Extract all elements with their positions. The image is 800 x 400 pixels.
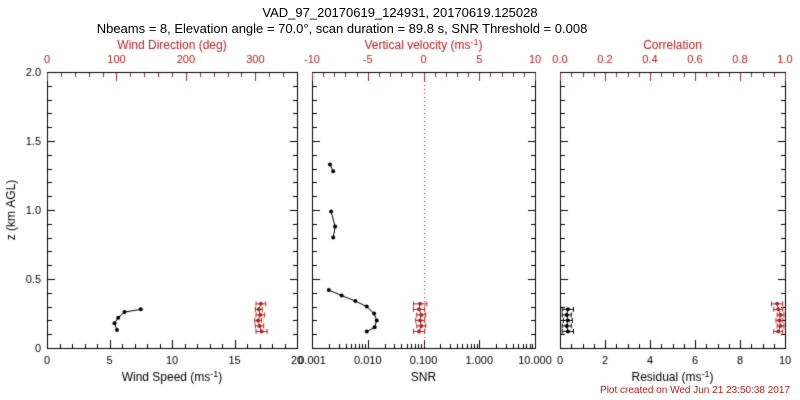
plot-credit: Plot created on Wed Jun 21 23:50:38 2017 — [600, 385, 790, 396]
plot-title: VAD_97_20170619_124931, 20170619.125028 — [262, 5, 538, 20]
plot-subtitle: Nbeams = 8, Elevation angle = 70.0°, sca… — [96, 21, 588, 36]
